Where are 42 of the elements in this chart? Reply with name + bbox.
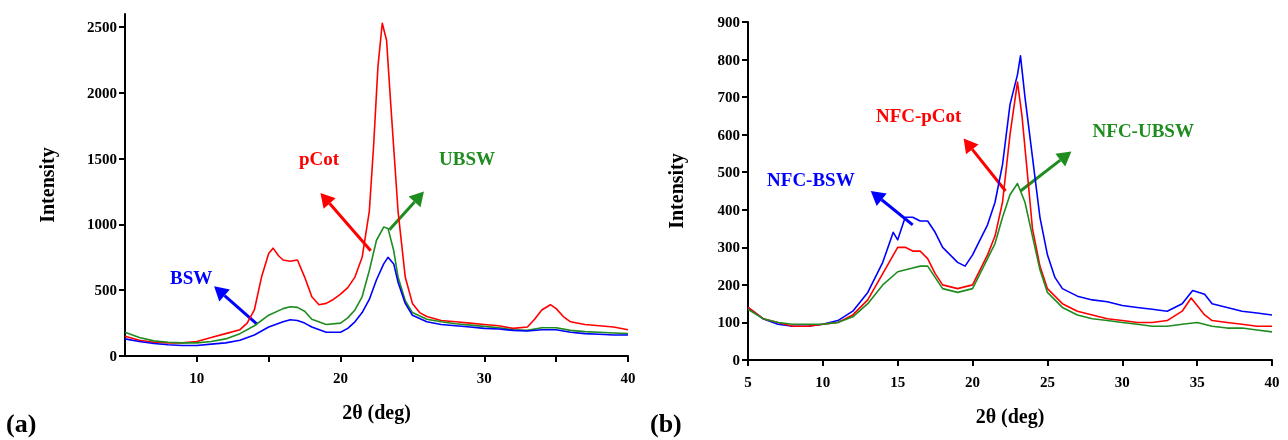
x-tick-label: 10 (815, 373, 831, 390)
x-axis-title: 2θ (deg) (975, 405, 1045, 428)
x-tick-label: 30 (1114, 373, 1130, 390)
y-axis-title: Intensity (665, 153, 688, 229)
y-tick-label: 100 (717, 314, 740, 331)
y-tick-label: 0 (109, 348, 117, 364)
x-tick-label: 10 (189, 369, 205, 386)
line-series (124, 256, 629, 347)
x-tick-label: 40 (1264, 373, 1280, 390)
x-tick-label: 5 (744, 373, 752, 390)
y-tick-label: 2500 (87, 19, 117, 36)
x-tick-label: 20 (965, 373, 981, 390)
y-tick-label: 1000 (87, 216, 117, 233)
text: NFC-pCot (875, 105, 963, 127)
text: UBSW (439, 148, 496, 170)
y-tick-label: 200 (717, 276, 740, 293)
x-tick-label: 15 (890, 373, 906, 390)
y-tick-label: 800 (717, 51, 740, 68)
y-tick-label: 1500 (87, 150, 117, 167)
text: BSW (169, 266, 213, 288)
y-tick-label: 500 (717, 164, 740, 181)
x-tick-label: 30 (476, 369, 492, 386)
y-tick-label: 300 (717, 239, 740, 256)
x-tick-label: 35 (1189, 373, 1205, 390)
y-tick-label: 700 (717, 89, 740, 106)
text: (a) (6, 408, 37, 438)
text: (b) (650, 408, 682, 438)
y-tick-label: 0 (732, 352, 740, 368)
text: NFC-UBSW (1092, 120, 1194, 142)
y-tick-label: 600 (717, 126, 740, 143)
text: NFC-BSW (767, 169, 855, 191)
y-tick-label: 900 (717, 14, 740, 30)
series-label: pCot (298, 148, 340, 170)
x-tick-label: 25 (1039, 373, 1055, 390)
y-tick-label: 500 (94, 282, 117, 299)
x-tick-label: 20 (333, 369, 349, 386)
y-axis-title: Intensity (36, 147, 59, 223)
y-tick-label: 2000 (87, 84, 117, 101)
line-series (124, 22, 629, 344)
y-tick-label: 400 (717, 201, 740, 218)
x-tick-label: 40 (620, 369, 636, 386)
x-axis-title: 2θ (deg) (342, 401, 411, 424)
